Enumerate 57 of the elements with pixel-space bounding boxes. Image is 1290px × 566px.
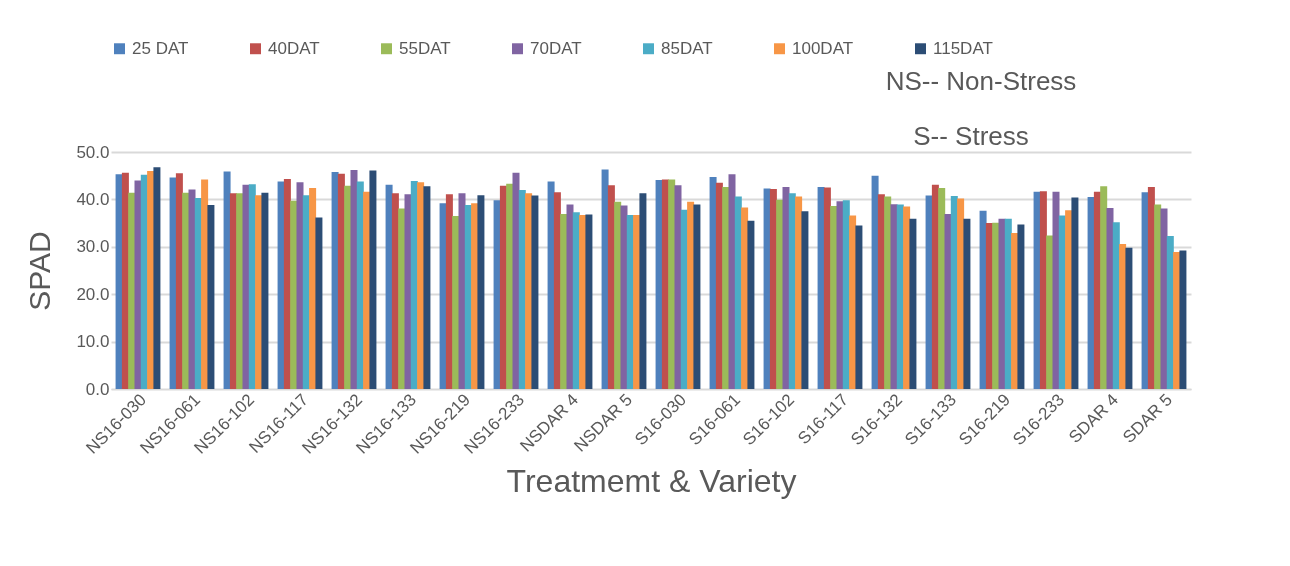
bar: [153, 167, 161, 389]
bar: [830, 206, 838, 389]
bar: [639, 193, 647, 389]
y-tick-label: 40.0: [76, 189, 110, 209]
legend-label: 100DAT: [792, 38, 854, 58]
bar: [614, 201, 622, 389]
text: NS-- Non-Stress: [885, 66, 1077, 96]
y-tick-label: 10.0: [76, 332, 110, 352]
bar: [909, 218, 917, 389]
bar: [884, 196, 892, 389]
bar: [963, 218, 971, 389]
bar: [369, 170, 377, 389]
bar: [747, 220, 755, 389]
x-axis-title: Treatmemt & Variety: [506, 462, 797, 499]
legend-label: 55DAT: [399, 38, 451, 58]
bar: [722, 187, 730, 389]
y-tick-label: 50.0: [76, 142, 110, 162]
y-tick-label: 0.0: [85, 379, 110, 399]
bar: [182, 192, 190, 389]
bar: [801, 211, 809, 389]
bar: [855, 225, 863, 389]
y-axis-title: SPAD: [23, 231, 57, 311]
bar: [531, 195, 539, 389]
bar: [1100, 186, 1108, 389]
bar: [1046, 235, 1054, 389]
bar: [128, 192, 136, 389]
bar: [1071, 197, 1079, 389]
text: S-- Stress: [913, 121, 1029, 151]
bar: [236, 193, 244, 389]
bar: [261, 192, 269, 389]
bar: [560, 214, 568, 389]
bar: [452, 215, 460, 389]
bar: [776, 199, 784, 389]
bar: [693, 204, 701, 389]
bar: [344, 185, 352, 389]
legend-label: 40DAT: [268, 38, 320, 58]
legend-label: 25 DAT: [132, 38, 189, 58]
bar: [992, 222, 1000, 389]
legend-label: 70DAT: [530, 38, 582, 58]
bar: [585, 214, 593, 389]
bar: [506, 183, 514, 389]
bar: [315, 217, 323, 389]
legend-label: 85DAT: [661, 38, 713, 58]
y-tick-label: 30.0: [76, 237, 110, 257]
bar: [207, 205, 215, 389]
bar: [1125, 247, 1133, 389]
bar: [1179, 250, 1187, 389]
y-tick-label: 20.0: [76, 284, 110, 304]
bar: [477, 195, 485, 389]
bar: [290, 200, 298, 389]
bar: [398, 208, 406, 389]
bar: [1017, 224, 1025, 389]
bar: [423, 186, 431, 389]
bar: [1154, 204, 1162, 389]
bar: [938, 188, 946, 389]
legend-label: 115DAT: [933, 38, 993, 58]
bar: [668, 179, 676, 389]
